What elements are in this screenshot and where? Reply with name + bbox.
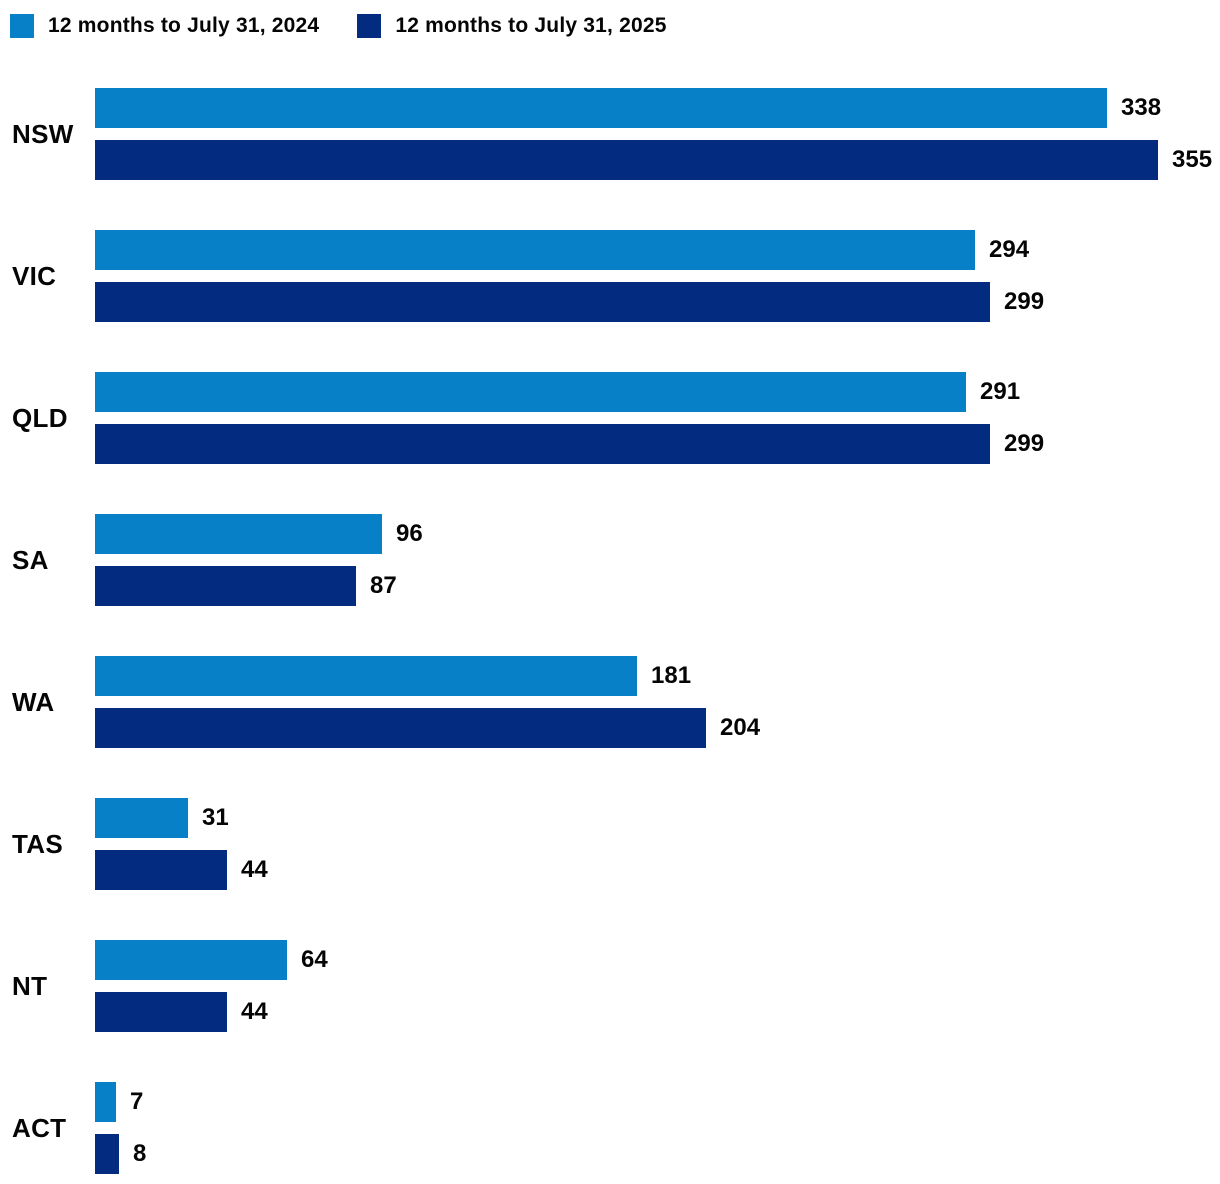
bar-group-vic: VIC 294 299 (0, 230, 1220, 322)
value-label: 355 (1172, 146, 1213, 173)
bar-sa-series-1 (95, 514, 382, 554)
value-label: 181 (651, 662, 692, 689)
value-label: 204 (720, 714, 761, 741)
category-label: NSW (12, 118, 74, 149)
bar-row: 8 (95, 1134, 1220, 1174)
bar-vic-series-1 (95, 230, 975, 270)
bar-group-qld: QLD 291 299 (0, 372, 1220, 464)
bar-row: 355 (95, 140, 1220, 180)
bar-row: 338 (95, 88, 1220, 128)
bar-tas-series-2 (95, 850, 227, 890)
value-label: 44 (241, 856, 268, 883)
bar-group-wa: WA 181 204 (0, 656, 1220, 748)
value-label: 64 (301, 946, 328, 973)
category-label: ACT (12, 1112, 67, 1143)
legend-swatch-2024-icon (10, 14, 34, 38)
value-label: 7 (130, 1088, 144, 1115)
bar-act-series-1 (95, 1082, 116, 1122)
value-label: 87 (370, 572, 397, 599)
value-label: 299 (1004, 430, 1045, 457)
bar-group-act: ACT 7 8 (0, 1082, 1220, 1174)
bar-row: 299 (95, 424, 1220, 464)
bar-pair: 96 87 (95, 514, 1220, 606)
bar-pair: 31 44 (95, 798, 1220, 890)
bar-pair: 294 299 (95, 230, 1220, 322)
bar-row: 44 (95, 850, 1220, 890)
legend-label-2024: 12 months to July 31, 2024 (48, 14, 320, 37)
category-label: NT (12, 970, 48, 1001)
value-label: 294 (989, 236, 1030, 263)
bar-row: 291 (95, 372, 1220, 412)
bar-row: 44 (95, 992, 1220, 1032)
category-label: TAS (12, 828, 63, 859)
bar-pair: 338 355 (95, 88, 1220, 180)
bar-row: 87 (95, 566, 1220, 606)
bar-group-nt: NT 64 44 (0, 940, 1220, 1032)
category-label: SA (12, 544, 49, 575)
bar-row: 294 (95, 230, 1220, 270)
bar-pair: 64 44 (95, 940, 1220, 1032)
bar-nsw-series-2 (95, 140, 1158, 180)
bar-row: 204 (95, 708, 1220, 748)
bar-wa-series-1 (95, 656, 637, 696)
bar-chart: NSW 338 355 VIC 294 299 QLD 291 299 SA 96 87 WA 181 20… (0, 88, 1220, 1174)
bar-vic-series-2 (95, 282, 990, 322)
legend-item-2024: 12 months to July 31, 2024 (10, 14, 319, 38)
bar-tas-series-1 (95, 798, 188, 838)
bar-sa-series-2 (95, 566, 356, 606)
bar-row: 64 (95, 940, 1220, 980)
chart-legend: 12 months to July 31, 2024 12 months to … (0, 0, 1220, 38)
value-label: 8 (133, 1140, 147, 1167)
legend-swatch-2025-icon (357, 14, 382, 38)
bar-nt-series-2 (95, 992, 227, 1032)
value-label: 291 (980, 378, 1021, 405)
value-label: 31 (202, 804, 229, 831)
bar-group-nsw: NSW 338 355 (0, 88, 1220, 180)
bar-nt-series-1 (95, 940, 287, 980)
value-label: 299 (1004, 288, 1045, 315)
bar-qld-series-1 (95, 372, 966, 412)
bar-wa-series-2 (95, 708, 706, 748)
legend-label-2025: 12 months to July 31, 2025 (395, 14, 667, 37)
bar-nsw-series-1 (95, 88, 1107, 128)
bar-pair: 291 299 (95, 372, 1220, 464)
bar-row: 299 (95, 282, 1220, 322)
bar-row: 96 (95, 514, 1220, 554)
bar-group-sa: SA 96 87 (0, 514, 1220, 606)
category-label: QLD (12, 402, 68, 433)
bar-row: 181 (95, 656, 1220, 696)
bar-qld-series-2 (95, 424, 990, 464)
bar-row: 7 (95, 1082, 1220, 1122)
category-label: VIC (12, 260, 57, 291)
value-label: 96 (396, 520, 423, 547)
bar-pair: 181 204 (95, 656, 1220, 748)
legend-item-2025: 12 months to July 31, 2025 (357, 14, 666, 38)
bar-group-tas: TAS 31 44 (0, 798, 1220, 890)
value-label: 44 (241, 998, 268, 1025)
bar-act-series-2 (95, 1134, 119, 1174)
value-label: 338 (1121, 94, 1162, 121)
bar-row: 31 (95, 798, 1220, 838)
category-label: WA (12, 686, 55, 717)
